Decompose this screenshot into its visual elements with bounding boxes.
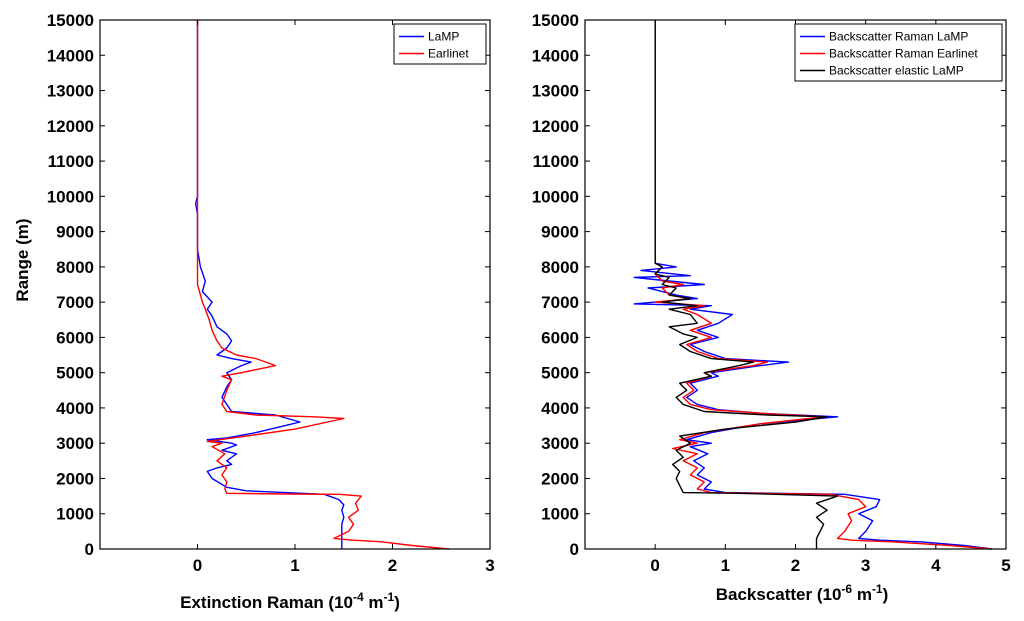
y-tick-label: 3000	[56, 434, 94, 453]
y-tick-label: 4000	[541, 399, 579, 418]
x-tick-label: 2	[791, 556, 800, 575]
x-axis-label: Extinction Raman (10-4 m-1)	[180, 590, 400, 612]
y-tick-label: 5000	[56, 364, 94, 383]
y-tick-label: 1000	[56, 505, 94, 524]
legend-entry: Backscatter elastic LaMP	[829, 64, 964, 78]
series-line-backscatter-elastic-lamp	[654, 20, 839, 549]
x-tick-label: 1	[290, 556, 299, 575]
series-line-backscatter-raman-earlinet	[654, 20, 993, 550]
y-tick-label: 1000	[541, 505, 579, 524]
legend-entry: Backscatter Raman LaMP	[829, 30, 968, 44]
x-tick-label: 4	[931, 556, 941, 575]
y-tick-label: 8000	[56, 258, 94, 277]
x-tick-label: 1	[721, 556, 730, 575]
x-tick-label: 2	[388, 556, 397, 575]
y-tick-label: 7000	[541, 293, 579, 312]
y-axis-label: Range (m)	[13, 218, 32, 301]
y-tick-label: 9000	[541, 223, 579, 242]
x-tick-label: 3	[861, 556, 870, 575]
y-tick-label: 13000	[532, 82, 579, 101]
x-tick-label: 3	[485, 556, 494, 575]
legend-box	[393, 23, 487, 65]
y-tick-label: 9000	[56, 223, 94, 242]
legend-entry: Backscatter Raman Earlinet	[829, 47, 978, 61]
y-tick-label: 10000	[47, 187, 94, 206]
y-tick-label: 12000	[47, 117, 94, 136]
y-tick-label: 4000	[56, 399, 94, 418]
chart-extinction: 0 1000 2000 3000 4000 5000 6000 7000 8000 9000 100…	[13, 11, 495, 612]
plot-area-frame	[584, 19, 1007, 550]
y-tick-label: 13000	[47, 82, 94, 101]
y-tick-label: 12000	[532, 117, 579, 136]
y-tick-label: 10000	[532, 187, 579, 206]
y-tick-label: 8000	[541, 258, 579, 277]
x-axis-label: Backscatter (10-6 m-1)	[716, 582, 889, 604]
y-tick-label: 0	[570, 540, 579, 559]
y-tick-label: 6000	[541, 328, 579, 347]
y-tick-label: 0	[85, 540, 94, 559]
legend-entry: Earlinet	[428, 47, 469, 61]
y-tick-label: 15000	[532, 11, 579, 30]
legend: Backscatter Raman LaMP Backscatter Raman …	[794, 23, 1003, 82]
y-tick-label: 6000	[56, 328, 94, 347]
y-tick-label: 14000	[47, 46, 94, 65]
series-line-backscatter-raman-lamp	[633, 20, 993, 550]
y-tick-label: 5000	[541, 364, 579, 383]
y-tick-label: 11000	[48, 152, 94, 171]
x-tick-label: 0	[193, 556, 202, 575]
legend: LaMP Earlinet	[393, 23, 487, 65]
y-tick-label: 11000	[533, 152, 579, 171]
chart-backscatter: 0 1000 2000 3000 4000 5000 6000 7000 8000 9000 100…	[532, 11, 1011, 604]
x-tick-label: 0	[650, 556, 659, 575]
legend-entry: LaMP	[428, 30, 459, 44]
legend-box	[794, 23, 1003, 82]
series-line-lamp	[194, 20, 345, 549]
plot-area-frame	[99, 19, 491, 550]
y-tick-label: 7000	[56, 293, 94, 312]
series-line-earlinet	[196, 20, 450, 550]
y-tick-label: 2000	[56, 469, 94, 488]
y-tick-label: 15000	[47, 11, 94, 30]
y-tick-label: 14000	[532, 46, 579, 65]
y-tick-label: 2000	[541, 469, 579, 488]
x-tick-label: 5	[1001, 556, 1010, 575]
y-tick-label: 3000	[541, 434, 579, 453]
